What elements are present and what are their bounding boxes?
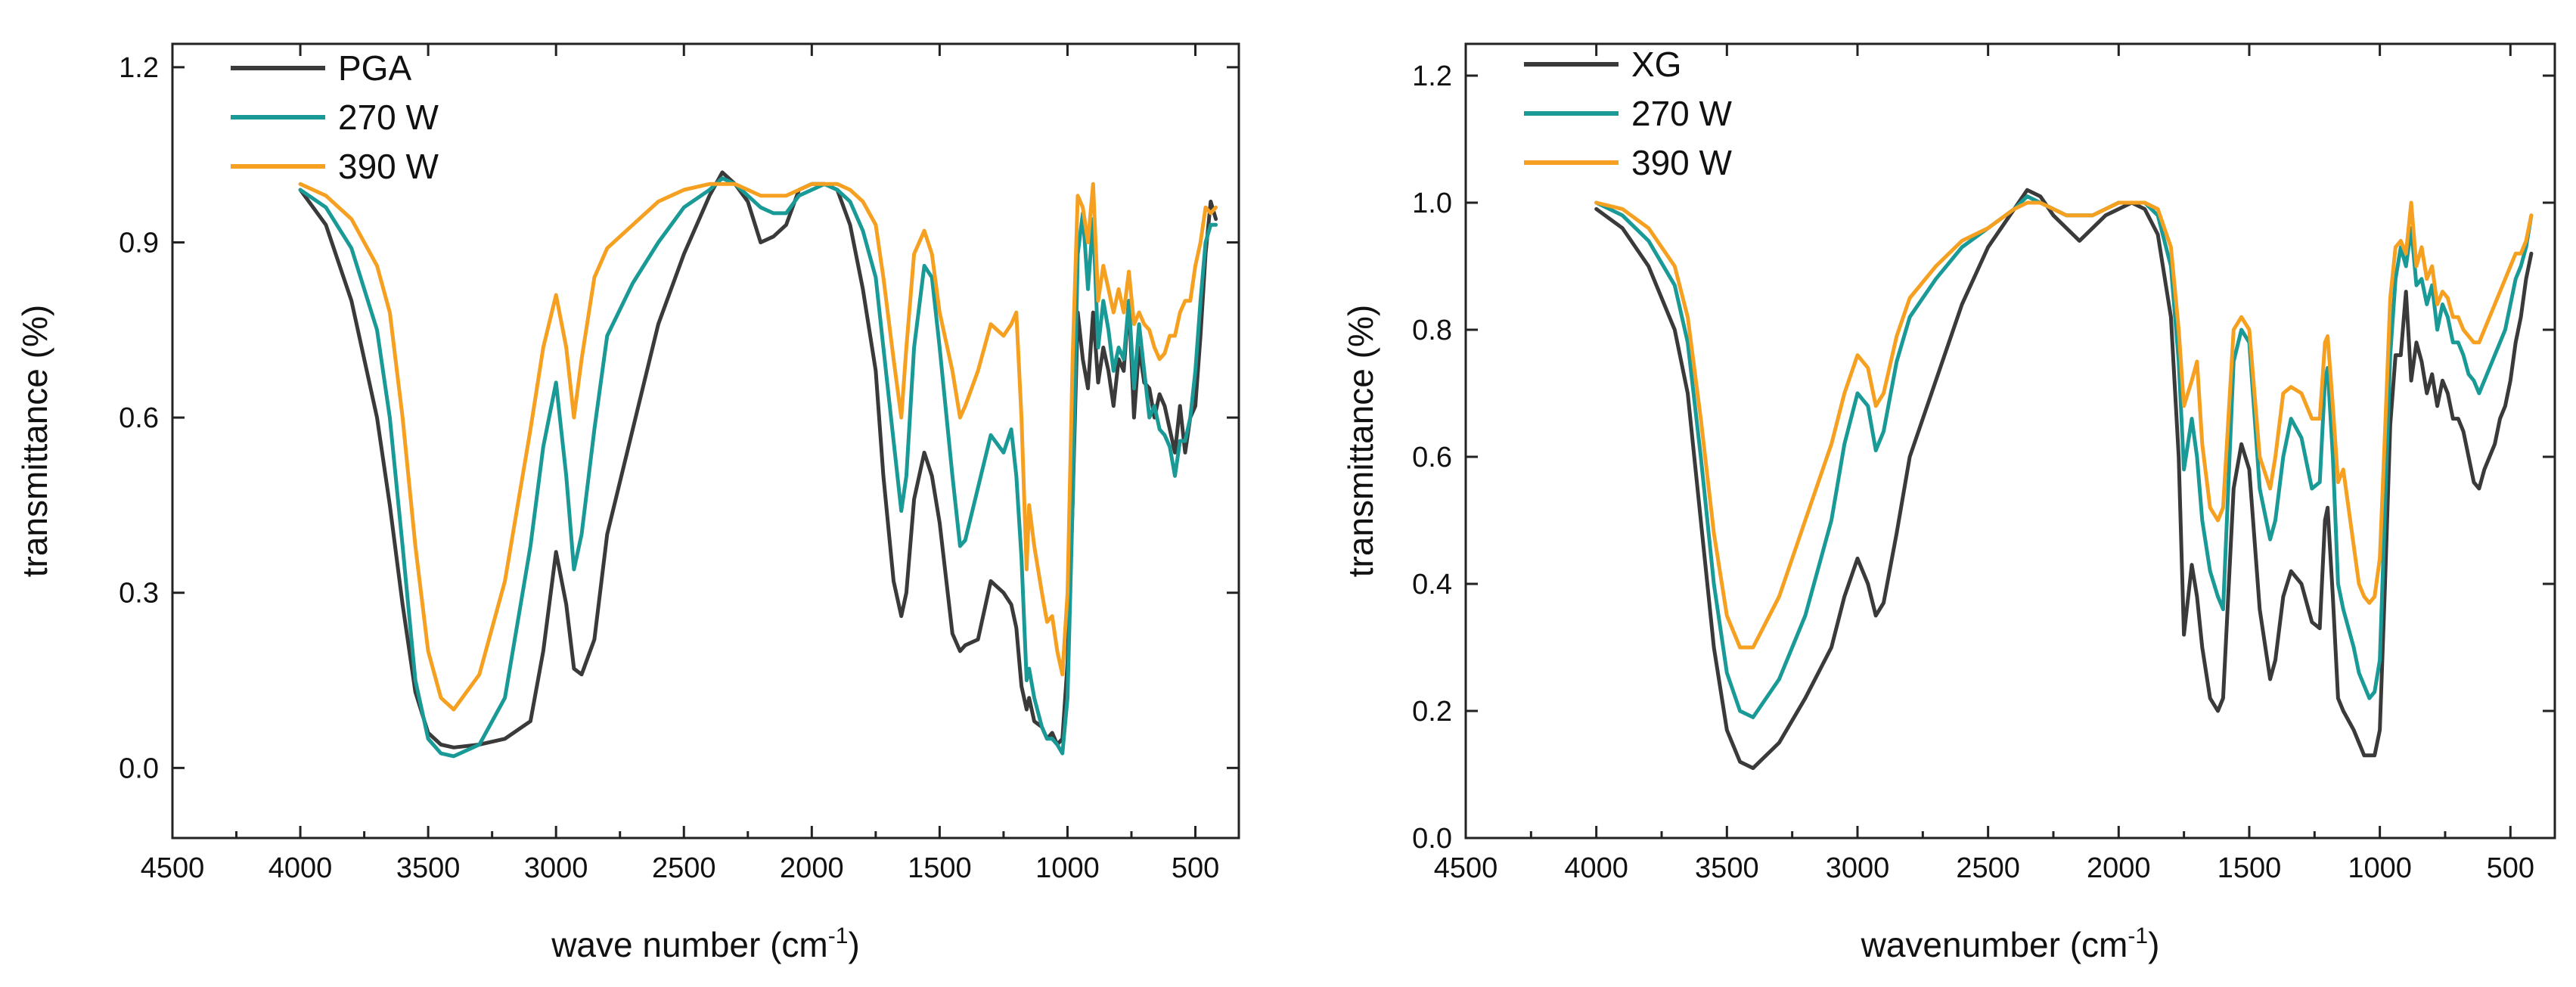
x-tick-label: 2500 [652, 852, 716, 884]
y-tick-label: 0.4 [1412, 569, 1452, 601]
y-tick-label: 0.8 [1412, 315, 1452, 346]
x-tick-label: 2000 [780, 852, 844, 884]
legend-label: 270 W [1631, 94, 1733, 133]
x-tick-label: 2500 [1956, 852, 2020, 884]
x-tick-label: 4000 [268, 852, 333, 884]
chart-pga: 4500 4000 3500 3000 2500 2000 1500 1000 500 0.0 0.… [15, 42, 1240, 964]
legend-label: 390 W [1631, 143, 1733, 182]
legend-label: 390 W [338, 147, 439, 186]
y-tick-label: 0.3 [119, 578, 159, 610]
x-tick-label: 1000 [1035, 852, 1100, 884]
x-tick-label: 3000 [1826, 852, 1890, 884]
x-tick-label: 3000 [524, 852, 588, 884]
legend-label: XG [1631, 45, 1681, 84]
y-tick-label: 0.0 [1412, 823, 1452, 855]
x-tick-label: 4500 [141, 852, 205, 884]
series-line-270-w [1594, 194, 2534, 719]
plot-area [1594, 188, 2534, 771]
y-tick-label: 0.9 [119, 228, 159, 259]
plot-frame [171, 42, 1240, 840]
y-tick-label: 0.6 [119, 402, 159, 434]
legend: PGA 270 W 390 W [231, 48, 439, 186]
y-tick-label: 0.6 [1412, 442, 1452, 473]
legend-label: PGA [338, 48, 411, 88]
series-line-390-w [298, 182, 1218, 712]
x-axis-title: wavenumber (cm-1) [1861, 923, 2160, 964]
x-tick-label: 1000 [2348, 852, 2412, 884]
x-tick-label: 3500 [1695, 852, 1759, 884]
y-tick-label: 1.0 [1412, 188, 1452, 219]
x-tick-label: 2000 [2087, 852, 2151, 884]
x-tick-label: 500 [1172, 852, 1219, 884]
y-tick-label: 1.2 [119, 52, 159, 84]
x-tick-label: 3500 [396, 852, 461, 884]
x-tick-label: 1500 [908, 852, 972, 884]
x-tick-label: 1500 [2218, 852, 2282, 884]
legend: XG 270 W 390 W [1524, 45, 1733, 182]
series-line-pga [298, 170, 1218, 750]
x-tick-label: 4000 [1564, 852, 1628, 884]
legend-label: 270 W [338, 98, 439, 137]
x-axis-title: wave number (cm-1) [551, 923, 860, 964]
x-tick-label: 4500 [1434, 852, 1498, 884]
series-line-xg [1594, 188, 2534, 771]
chart-xg: 4500 4000 3500 3000 2500 2000 1500 1000 500 0.0 0.… [1341, 42, 2556, 964]
series-line-390-w [1594, 200, 2534, 650]
x-tick-label: 500 [2487, 852, 2534, 884]
y-axis-title: transmittance (%) [15, 305, 54, 577]
plot-frame [1464, 42, 2556, 840]
y-tick-label: 0.0 [119, 753, 159, 784]
series-line-270-w [298, 176, 1218, 759]
y-tick-label: 0.2 [1412, 696, 1452, 728]
y-tick-label: 1.2 [1412, 61, 1452, 92]
plot-area [298, 170, 1218, 759]
y-axis-title: transmittance (%) [1341, 305, 1380, 577]
